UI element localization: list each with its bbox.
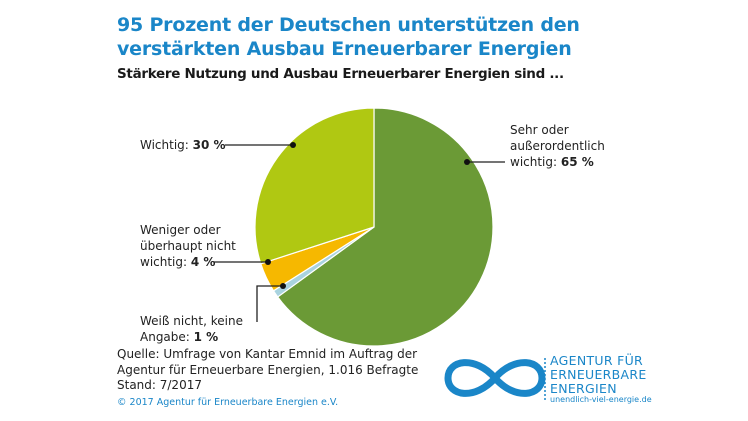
label-unknown-value: 1 % — [193, 330, 219, 344]
source-line2: Agentur für Erneuerbare Energien, 1.016 … — [117, 362, 419, 377]
label-low-line2: überhaupt nicht — [140, 239, 236, 253]
label-low: Weniger oder überhaupt nicht wichtig: 4 … — [140, 222, 236, 270]
leader-dot-high — [464, 159, 470, 165]
pie-slice-3 — [254, 107, 375, 265]
pie-slice-0 — [276, 107, 494, 347]
title-line-1: 95 Prozent der Deutschen unterstützen de… — [117, 14, 580, 36]
label-high: Sehr oder außerordentlich wichtig: 65 % — [510, 122, 605, 170]
label-unknown: Weiß nicht, keine Angabe: 1 % — [140, 313, 243, 345]
label-high-line2: außerordentlich — [510, 139, 605, 153]
label-unknown-line1: Weiß nicht, keine — [140, 314, 243, 328]
source-line3: Stand: 7/2017 — [117, 378, 202, 392]
label-mid: Wichtig: 30 % — [140, 137, 226, 153]
subtitle: Stärkere Nutzung und Ausbau Erneuerbarer… — [117, 66, 564, 82]
label-unknown-line2: Angabe: — [140, 330, 194, 344]
source-note: Quelle: Umfrage von Kantar Emnid im Auft… — [117, 347, 418, 394]
label-low-line3: wichtig: — [140, 255, 191, 269]
logo-text-2: ERNEUERBARE — [550, 367, 647, 382]
label-mid-text: Wichtig: — [140, 138, 193, 152]
label-low-line1: Weniger oder — [140, 223, 221, 237]
label-high-value: 65 % — [560, 155, 594, 169]
logo-text-1: AGENTUR FÜR — [550, 353, 644, 368]
label-mid-value: 30 % — [192, 138, 226, 152]
leader-dot-low — [265, 259, 271, 265]
label-low-value: 4 % — [190, 255, 216, 269]
label-high-line3: wichtig: — [510, 155, 561, 169]
label-high-line1: Sehr oder — [510, 123, 569, 137]
logo-text-3: ENERGIEN — [550, 381, 617, 396]
leader-dot-mid — [290, 142, 296, 148]
title-line-2: verstärkten Ausbau Erneuerbarer Energien — [117, 38, 572, 60]
source-line1: Quelle: Umfrage von Kantar Emnid im Auft… — [117, 347, 418, 361]
logo-infinity-icon — [444, 359, 546, 397]
logo-url: unendlich-viel-energie.de — [550, 395, 652, 404]
leader-line-unknown — [256, 285, 283, 322]
leader-dot-unknown — [280, 283, 286, 289]
copyright: © 2017 Agentur für Erneuerbare Energien … — [117, 397, 339, 408]
